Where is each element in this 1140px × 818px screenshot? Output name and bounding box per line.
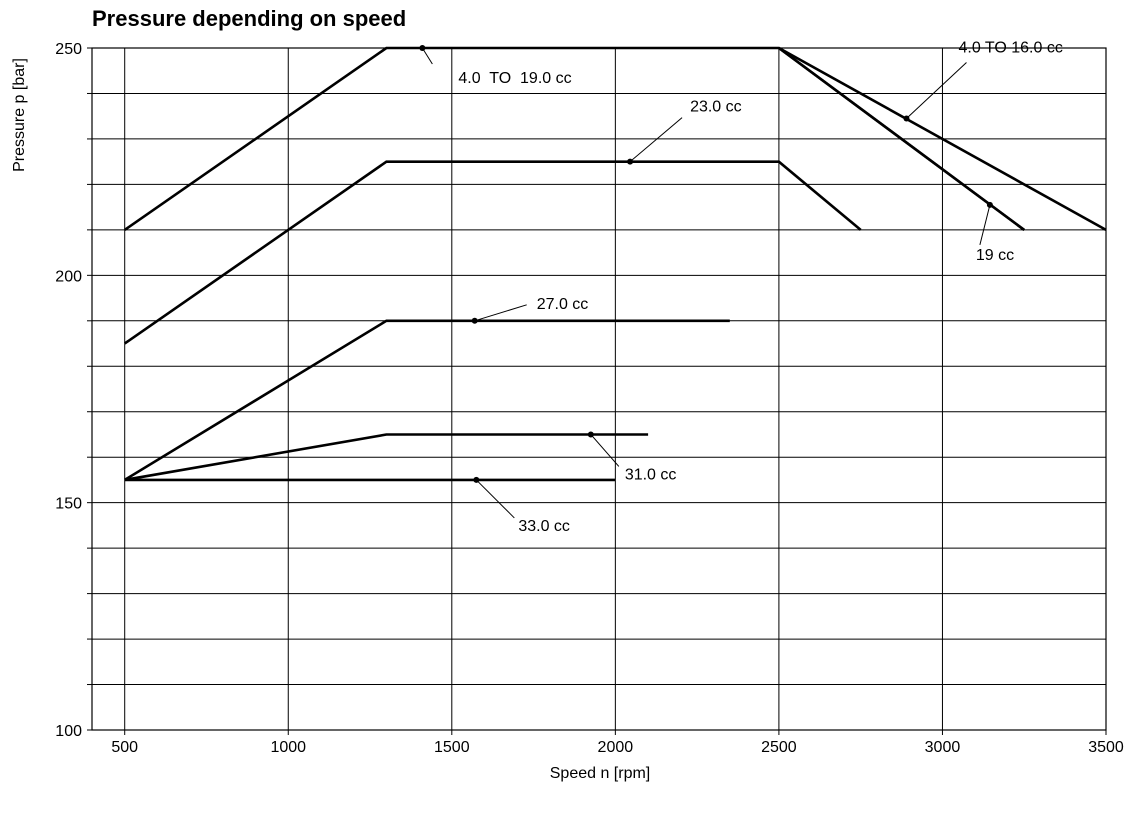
annotation-leader <box>629 117 683 163</box>
plot-frame <box>91 47 1107 731</box>
annotation-label: 31.0 cc <box>625 466 677 483</box>
y-tick-label: 200 <box>55 268 82 285</box>
x-tick-label: 500 <box>111 739 138 756</box>
annotation-label: 33.0 cc <box>518 518 570 535</box>
annotation-dot <box>903 115 910 122</box>
x-tick-label: 1500 <box>434 739 470 756</box>
series-line <box>778 46 1025 231</box>
annotation-dot <box>471 317 478 324</box>
annotation-dot <box>627 158 634 165</box>
annotation-leader <box>979 204 991 245</box>
annotation-label: 4.0 TO 19.0 cc <box>458 70 571 87</box>
y-axis-label: Pressure p [bar] <box>11 58 28 172</box>
annotation-leader <box>590 434 620 467</box>
annotation-dot <box>587 431 594 438</box>
x-tick-label: 3000 <box>925 739 961 756</box>
series-lines <box>123 46 1107 482</box>
annotation-leader <box>474 304 527 322</box>
annotation-label: 19 cc <box>976 247 1014 264</box>
annotation-label: 4.0 TO 16.0 cc <box>958 39 1062 56</box>
series-line <box>778 46 1107 232</box>
x-axis-label: Speed n [rpm] <box>550 765 651 782</box>
x-tick-label: 1000 <box>270 739 306 756</box>
x-tick-label: 3500 <box>1088 739 1124 756</box>
annotation-label: 27.0 cc <box>537 296 589 313</box>
curve-annotations: 4.0 TO 19.0 cc 4.0 TO 16.0 cc 19 cc 23.0 cc… <box>419 39 1063 535</box>
annotation-label: 23.0 cc <box>690 99 742 116</box>
annotation-dot <box>473 476 480 483</box>
x-tick-label: 2000 <box>598 739 634 756</box>
x-tick-label: 2500 <box>761 739 797 756</box>
annotation-leader <box>421 47 433 65</box>
y-tick-label: 100 <box>55 723 82 740</box>
y-tick-label: 250 <box>55 41 82 58</box>
series-line <box>123 160 862 345</box>
series-line <box>124 433 649 482</box>
grid <box>87 47 1107 735</box>
y-tick-label: 150 <box>55 496 82 513</box>
annotation-leader <box>475 479 515 519</box>
chart-title: Pressure depending on speed <box>92 6 406 31</box>
tick-labels: 500 1000 1500 2000 2500 3000 3500 100 150 200 250 <box>55 41 1124 756</box>
annotation-dot <box>986 201 993 208</box>
series-line <box>124 319 730 482</box>
annotation-leader <box>906 62 967 119</box>
annotation-dot <box>419 45 426 51</box>
